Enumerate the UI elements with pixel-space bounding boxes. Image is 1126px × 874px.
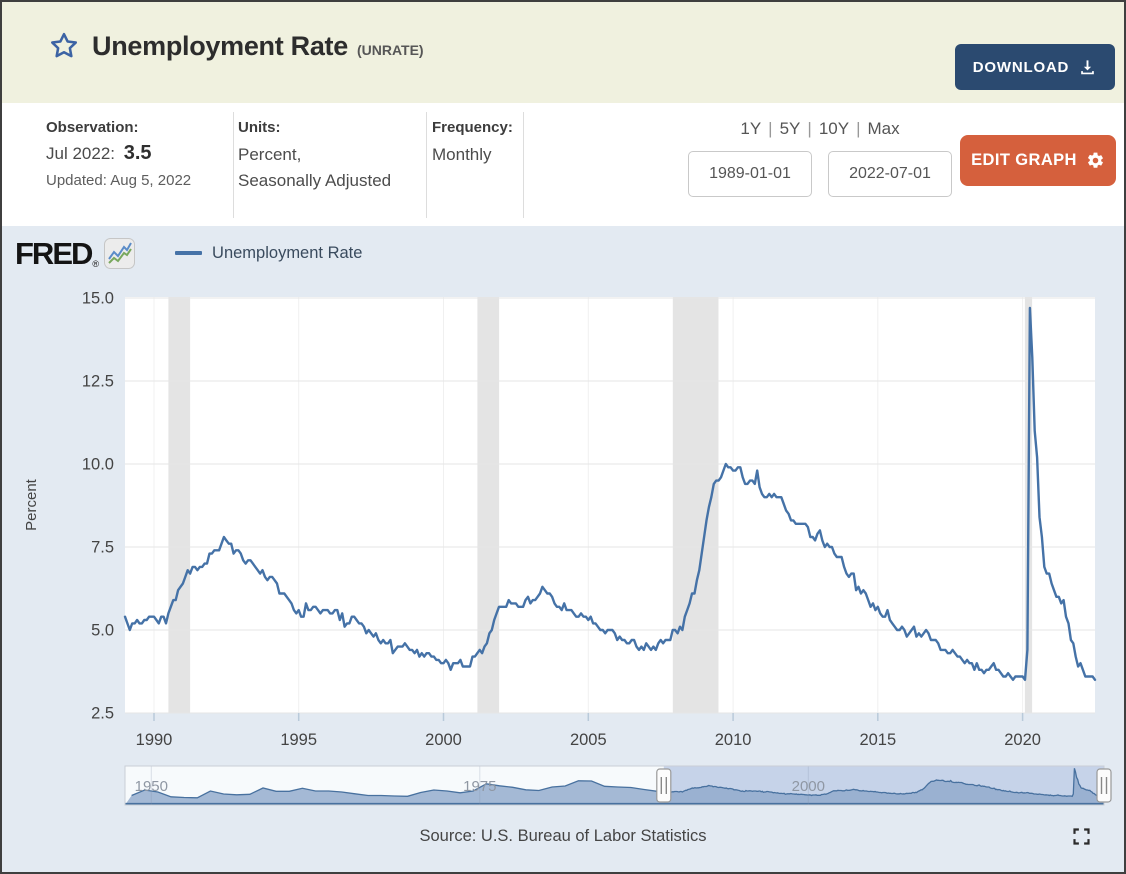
fred-logo-chart-icon <box>104 237 136 269</box>
range-separator: | <box>768 119 773 138</box>
series-id: (UNRATE) <box>356 42 424 58</box>
end-date-input[interactable] <box>828 151 952 197</box>
legend-line-swatch <box>175 251 203 255</box>
plot-area[interactable] <box>125 297 1095 713</box>
frequency-block: Frequency: Monthly <box>432 119 513 168</box>
fred-attribution: FRED ® Unemployment Rate <box>15 235 362 271</box>
range-1y[interactable]: 1Y <box>740 119 762 138</box>
frequency-label: Frequency: <box>432 119 513 136</box>
fullscreen-button[interactable] <box>1068 824 1094 850</box>
units-label: Units: <box>238 119 281 136</box>
svg-text:12.5: 12.5 <box>82 373 114 391</box>
download-button-label: DOWNLOAD <box>972 58 1070 76</box>
graph-container: 1990 1995 2000 2005 2010 2015 2020 15.0 12.5 10.0… <box>2 226 1124 872</box>
frequency-value: Monthly <box>432 145 492 164</box>
svg-text:2.5: 2.5 <box>91 705 114 723</box>
legend-label: Unemployment Rate <box>212 243 363 262</box>
svg-text:7.5: 7.5 <box>91 539 114 557</box>
observation-date: Jul 2022: <box>46 144 115 163</box>
units-block: Units: Percent, Seasonally Adjusted <box>238 119 391 194</box>
edit-graph-label: EDIT GRAPH <box>971 151 1077 169</box>
units-line1: Percent, <box>238 145 302 164</box>
unemployment-line[interactable] <box>123 306 1097 681</box>
svg-text:15.0: 15.0 <box>82 290 114 308</box>
range-5y[interactable]: 5Y <box>779 119 801 138</box>
fred-logo-reg: ® <box>92 259 100 269</box>
main-chart-svg: 1990 1995 2000 2005 2010 2015 2020 15.0 12.5 10.0… <box>23 290 1112 806</box>
x-axis: 1990 1995 2000 2005 2010 2015 2020 <box>136 713 1041 749</box>
svg-text:1995: 1995 <box>280 731 317 749</box>
units-line2: Seasonally Adjusted <box>238 171 392 190</box>
download-icon <box>1081 59 1095 74</box>
page-title: Unemployment Rate <box>92 30 348 61</box>
fred-logo[interactable]: FRED <box>15 235 93 271</box>
svg-text:2015: 2015 <box>859 731 896 749</box>
brush-handle-left[interactable] <box>656 768 672 803</box>
meta-bar: Observation: Jul 2022: 3.5 Updated: Aug … <box>2 103 1124 226</box>
download-button[interactable]: DOWNLOAD <box>955 44 1115 90</box>
brush-area-line <box>131 768 1105 799</box>
column-divider <box>233 112 234 218</box>
brush-year-label: 1975 <box>463 778 496 795</box>
svg-text:2010: 2010 <box>715 731 752 749</box>
observation-value: 3.5 <box>123 142 152 164</box>
y-axis: 15.0 12.5 10.0 7.5 5.0 2.5 Percent <box>23 290 114 723</box>
brush-handle-right[interactable] <box>1096 768 1112 803</box>
edit-graph-button[interactable]: EDIT GRAPH <box>960 135 1116 186</box>
svg-text:2000: 2000 <box>425 731 462 749</box>
gridlines <box>125 297 1095 714</box>
start-date-input[interactable] <box>688 151 812 197</box>
range-separator: | <box>856 119 861 138</box>
range-max[interactable]: Max <box>867 119 900 138</box>
favorite-star-icon[interactable] <box>48 30 80 62</box>
range-separator: | <box>807 119 812 138</box>
column-divider <box>523 112 524 218</box>
range-10y[interactable]: 10Y <box>818 119 850 138</box>
observation-label: Observation: <box>46 119 139 136</box>
observation-updated: Updated: Aug 5, 2022 <box>46 172 192 189</box>
gear-icon <box>1087 152 1103 168</box>
y-axis-title: Percent <box>23 478 40 531</box>
svg-text:1990: 1990 <box>136 731 173 749</box>
range-selector: 1Y | 5Y | 10Y | Max <box>690 119 950 139</box>
column-divider <box>426 112 427 218</box>
svg-text:10.0: 10.0 <box>82 456 114 474</box>
svg-text:2020: 2020 <box>1004 731 1041 749</box>
page-header: Unemployment Rate (UNRATE) DOWNLOAD <box>2 2 1124 103</box>
source-text: Source: U.S. Bureau of Labor Statistics <box>419 827 707 845</box>
observation-block: Observation: Jul 2022: 3.5 Updated: Aug … <box>46 119 191 189</box>
svg-text:2005: 2005 <box>570 731 607 749</box>
svg-text:5.0: 5.0 <box>91 622 114 640</box>
brush: 1950 1975 2000 <box>124 765 1112 806</box>
brush-year-label: 1950 <box>135 778 168 795</box>
fullscreen-icon <box>1072 828 1090 845</box>
legend-item[interactable]: Unemployment Rate <box>175 244 362 263</box>
brush-year-label: 2000 <box>792 778 825 795</box>
